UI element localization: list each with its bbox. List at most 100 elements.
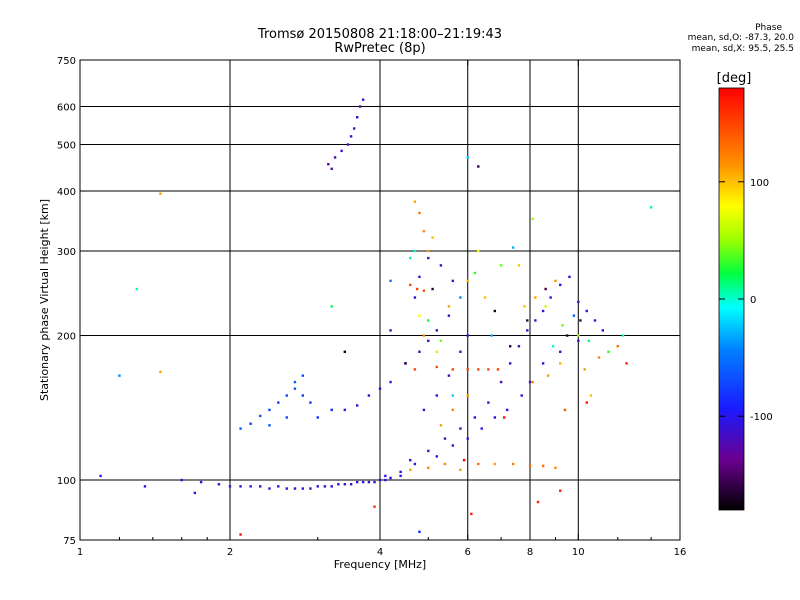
data-point — [451, 368, 455, 371]
data-point — [459, 296, 462, 299]
data-point — [413, 462, 417, 466]
data-point — [541, 464, 545, 468]
data-point — [459, 427, 462, 430]
data-point — [546, 374, 550, 377]
data-point — [621, 334, 625, 337]
data-point — [309, 401, 312, 404]
data-point — [499, 380, 503, 384]
data-point — [531, 217, 534, 221]
data-point — [505, 408, 509, 412]
data-point — [431, 287, 434, 291]
data-point — [346, 143, 350, 146]
data-point — [559, 350, 562, 353]
data-point — [427, 319, 430, 322]
data-point — [259, 414, 262, 418]
data-point — [418, 211, 421, 215]
data-point — [439, 264, 443, 267]
data-point — [577, 339, 580, 343]
data-point — [459, 468, 462, 472]
data-point — [579, 319, 582, 322]
data-point — [199, 480, 203, 484]
data-point — [422, 289, 426, 292]
phase-stats-heading: Phase — [755, 23, 782, 33]
data-point — [301, 374, 305, 377]
x-tick-label: 8 — [527, 547, 533, 558]
colorbar-tick-label: -100 — [750, 412, 773, 423]
data-point — [451, 279, 455, 283]
data-point — [293, 487, 297, 490]
data-point — [435, 350, 438, 353]
data-point — [358, 105, 362, 108]
data-point — [384, 478, 387, 482]
data-point — [389, 329, 392, 332]
y-tick-label: 100 — [57, 476, 76, 487]
x-tick-label: 16 — [674, 547, 687, 558]
data-point — [349, 483, 353, 486]
data-point — [118, 374, 121, 377]
data-point — [239, 485, 242, 488]
data-point — [333, 156, 337, 159]
data-point — [413, 296, 417, 299]
colorbar-label: [deg] — [717, 71, 752, 86]
data-point — [427, 449, 430, 453]
y-axis-label: Stationary phase Virtual Height [km] — [38, 199, 51, 401]
data-point — [502, 416, 506, 419]
data-point — [487, 401, 490, 404]
data-point — [587, 339, 591, 343]
data-point — [511, 246, 515, 249]
data-point — [389, 279, 392, 283]
data-point — [389, 476, 392, 480]
data-point — [239, 427, 242, 430]
data-point — [143, 485, 147, 488]
data-point — [367, 394, 371, 397]
data-point — [378, 387, 382, 390]
data-point — [352, 127, 356, 130]
data-point — [583, 368, 586, 371]
data-point — [330, 167, 333, 171]
data-point — [239, 533, 242, 536]
data-point — [508, 362, 512, 365]
data-point — [337, 483, 340, 486]
data-point — [439, 424, 443, 427]
data-point — [422, 408, 426, 412]
data-point — [496, 368, 500, 371]
data-point — [361, 480, 365, 484]
data-point — [159, 192, 162, 195]
data-point — [293, 387, 297, 390]
data-point — [340, 149, 343, 153]
colorbar-ticks: 100 0 -100 — [719, 178, 773, 423]
data-point — [427, 466, 430, 470]
data-point — [418, 530, 421, 534]
data-point — [523, 305, 526, 308]
data-point — [466, 368, 469, 371]
data-point — [330, 408, 333, 412]
data-point — [490, 334, 493, 337]
data-point — [561, 324, 564, 327]
data-point — [597, 356, 601, 359]
grid-lines — [80, 60, 680, 540]
data-point — [649, 206, 653, 209]
data-point — [554, 466, 557, 470]
data-point — [487, 368, 490, 371]
data-point — [559, 489, 562, 492]
data-point — [577, 334, 580, 337]
data-point — [607, 350, 610, 353]
data-point — [534, 296, 537, 299]
data-point — [443, 462, 447, 466]
data-point — [268, 487, 271, 490]
data-point — [531, 380, 534, 384]
data-point — [427, 256, 430, 260]
data-point — [528, 380, 532, 384]
data-point — [277, 401, 280, 404]
data-point — [316, 416, 319, 419]
data-point — [559, 283, 562, 287]
data-point — [399, 470, 402, 474]
chart-subtitle: RwPretec (8p) — [334, 41, 426, 56]
data-point — [554, 279, 557, 283]
data-point — [477, 249, 480, 253]
data-point — [373, 505, 376, 508]
data-point — [399, 474, 402, 478]
data-point — [447, 314, 451, 317]
data-point — [285, 394, 288, 397]
data-point — [536, 500, 540, 504]
